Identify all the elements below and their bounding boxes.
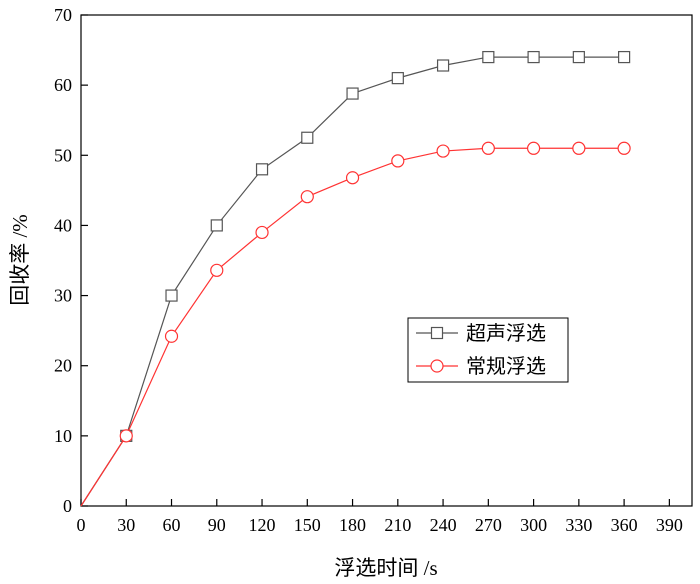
y-tick-label: 40 <box>54 215 72 235</box>
data-point <box>526 141 541 155</box>
plot-frame <box>80 14 693 507</box>
y-axis-label: 回收率 /% <box>8 214 32 306</box>
data-point <box>436 59 450 72</box>
x-tick-label: 120 <box>249 515 276 535</box>
data-point <box>210 219 223 232</box>
x-tick-label: 180 <box>339 515 366 535</box>
y-tick-label: 30 <box>54 286 72 306</box>
y-tick-label: 10 <box>54 426 72 446</box>
x-tick-label: 360 <box>611 515 638 535</box>
data-point <box>255 225 269 240</box>
x-tick-label: 0 <box>77 515 86 535</box>
data-point <box>482 50 495 64</box>
series-2 <box>80 141 631 507</box>
y-tick-label: 20 <box>54 356 72 376</box>
y-tick-label: 0 <box>63 496 72 516</box>
series-line <box>80 56 625 507</box>
series-layer <box>80 50 631 507</box>
data-point <box>301 131 314 144</box>
data-point <box>210 263 224 277</box>
x-tick-label: 60 <box>163 515 181 535</box>
data-point <box>165 289 178 302</box>
data-point <box>618 50 631 64</box>
data-point <box>572 50 585 64</box>
x-axis-label: 浮选时间 /s <box>334 556 437 580</box>
y-tick-label: 60 <box>54 75 72 95</box>
legend-marker <box>430 359 444 373</box>
legend-label: 常规浮选 <box>466 355 546 378</box>
data-point <box>481 141 495 155</box>
x-tick-label: 270 <box>475 515 502 535</box>
x-tick-label: 150 <box>294 515 321 535</box>
series-1 <box>80 50 631 507</box>
x-tick-label: 240 <box>430 515 457 535</box>
data-point <box>346 87 359 100</box>
data-point <box>345 171 360 185</box>
data-point <box>527 50 540 64</box>
legend-marker <box>430 326 444 340</box>
legend-entry: 超声浮选 <box>416 322 546 345</box>
data-point <box>617 141 631 155</box>
data-point <box>300 190 314 204</box>
y-tick-label: 70 <box>54 5 72 25</box>
legend-label: 超声浮选 <box>466 322 546 345</box>
data-point <box>391 72 404 85</box>
y-tick-label: 50 <box>54 145 72 165</box>
data-point <box>572 141 586 155</box>
x-tick-label: 390 <box>656 515 683 535</box>
x-axis-ticks: 0 30 60 90 120 150 180 210 240 270 300 330 360 390 <box>77 499 683 535</box>
x-tick-label: 210 <box>384 515 411 535</box>
data-point <box>255 163 269 176</box>
y-axis-ticks: 0 10 20 30 40 50 60 70 <box>54 5 88 516</box>
data-point <box>119 429 133 443</box>
legend-entry: 常规浮选 <box>416 355 546 378</box>
x-tick-label: 90 <box>208 515 226 535</box>
data-point <box>436 144 450 158</box>
x-tick-label: 330 <box>565 515 592 535</box>
x-tick-label: 30 <box>117 515 135 535</box>
x-tick-label: 300 <box>520 515 547 535</box>
data-point <box>164 329 179 343</box>
data-point <box>391 154 405 168</box>
